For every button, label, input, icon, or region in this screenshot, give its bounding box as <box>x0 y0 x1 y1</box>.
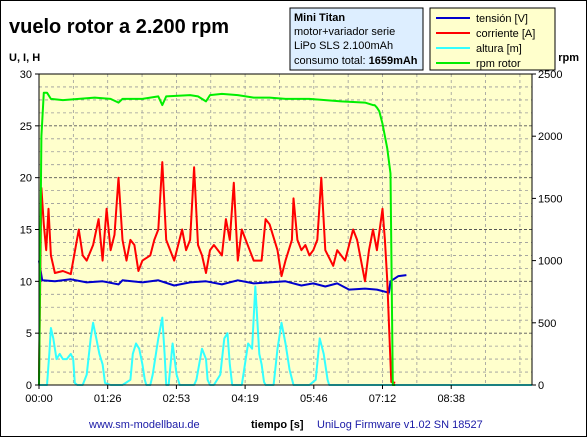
legend-label-1: corriente [A] <box>476 28 535 40</box>
y-right-tick-label: 1500 <box>538 193 562 205</box>
x-tick-label: 04:19 <box>231 393 259 405</box>
legend-label-0: tensión [V] <box>476 13 528 25</box>
y-right-tick-label: 2500 <box>538 69 562 81</box>
y-right-label: rpm <box>558 52 579 64</box>
series-line-3 <box>38 91 396 386</box>
x-tick-label: 08:38 <box>437 393 465 405</box>
y-right-tick-label: 500 <box>538 318 556 330</box>
info-line3-value: 1659mAh <box>369 55 418 67</box>
y-left-tick-label: 5 <box>26 328 32 340</box>
chart-title: vuelo rotor a 2.200 rpm <box>9 16 229 38</box>
y-left-tick-label: 20 <box>20 173 32 185</box>
legend-label-2: altura [m] <box>476 43 522 55</box>
x-tick-label: 00:00 <box>25 393 53 405</box>
x-tick-label: 05:46 <box>300 393 328 405</box>
info-heading: Mini Titan <box>294 12 345 24</box>
footer-website[interactable]: www.sm-modellbau.de <box>88 419 200 431</box>
y-right-tick-label: 2000 <box>538 131 562 143</box>
info-line3: consumo total: 1659mAh <box>294 55 418 67</box>
y-left-tick-label: 25 <box>20 121 32 133</box>
info-box: Mini Titan motor+variador serie LiPo SLS… <box>289 7 424 71</box>
y-right-tick-label: 1000 <box>538 256 562 268</box>
x-tick-label: 01:26 <box>94 393 122 405</box>
info-line3-label: consumo total: <box>294 55 369 67</box>
y-left-label: U, I, H <box>9 52 40 64</box>
x-tick-label: 02:53 <box>163 393 191 405</box>
y-right-tick-label: 0 <box>538 380 544 392</box>
y-left-tick-label: 30 <box>20 69 32 81</box>
info-line1: motor+variador serie <box>294 26 395 38</box>
y-left-tick-label: 15 <box>20 225 32 237</box>
plot-area: 0 5 10 15 20 25 30 0 500 1000 1500 2000 2500 00:00 01:… <box>20 69 563 405</box>
x-axis-label: tiempo [s] <box>251 419 304 431</box>
legend: tensión [V] corriente [A] altura [m] rpm ro… <box>429 7 556 71</box>
y-left-tick-label: 10 <box>20 276 32 288</box>
legend-label-3: rpm rotor <box>476 58 521 70</box>
info-line2: LiPo SLS 2.100mAh <box>294 40 393 52</box>
footer-firmware: UniLog Firmware v1.02 SN 18527 <box>317 419 483 431</box>
series-line-1 <box>38 161 396 384</box>
series-line-0 <box>38 260 407 294</box>
y-left-tick-label: 0 <box>26 380 32 392</box>
x-tick-label: 07:12 <box>369 393 397 405</box>
